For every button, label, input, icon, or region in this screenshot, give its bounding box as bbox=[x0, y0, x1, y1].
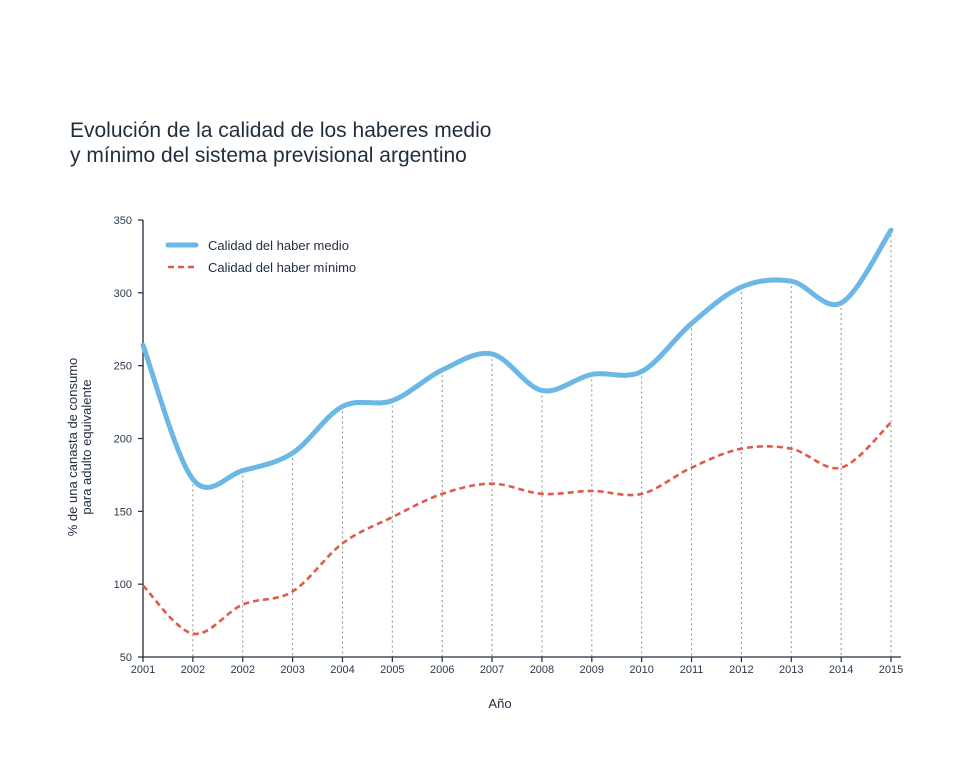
x-tick-label: 2003 bbox=[280, 664, 304, 676]
x-tick-label: 2002 bbox=[230, 664, 254, 676]
chart-title-line-1: Evolución de la calidad de los haberes m… bbox=[70, 119, 492, 142]
y-tick-label: 350 bbox=[114, 215, 132, 227]
chart-title-line-2: y mínimo del sistema previsional argenti… bbox=[70, 144, 467, 167]
series-line-haber-minimo bbox=[142, 421, 892, 636]
x-tick-label: 2002 bbox=[181, 664, 205, 676]
series-lines bbox=[140, 227, 894, 636]
x-tick-label: 2012 bbox=[729, 664, 753, 676]
axes: 50 100 150 200 250 300 350 2001 2002 2002 2003 2004… bbox=[114, 215, 904, 676]
y-axis-title-line-2: para adulto equivalente bbox=[79, 379, 94, 514]
y-axis-title: % de una canasta de consumo para adulto … bbox=[65, 358, 94, 537]
y-tick-label: 150 bbox=[114, 506, 132, 518]
x-tick-label: 2007 bbox=[480, 664, 504, 676]
legend-label: Calidad del haber mínimo bbox=[208, 260, 356, 275]
legend-label: Calidad del haber medio bbox=[208, 238, 349, 253]
x-tick-label: 2005 bbox=[380, 664, 404, 676]
x-tick-label: 2015 bbox=[879, 664, 903, 676]
chart-title: Evolución de la calidad de los haberes m… bbox=[70, 118, 491, 168]
x-tick-label: 2010 bbox=[629, 664, 653, 676]
y-tick-label: 200 bbox=[114, 434, 132, 446]
x-tick-label: 2006 bbox=[430, 664, 454, 676]
y-tick-label: 100 bbox=[114, 579, 132, 591]
y-tick-label: 300 bbox=[114, 288, 132, 300]
x-tick-label: 2001 bbox=[131, 664, 155, 676]
y-tick-label: 50 bbox=[120, 652, 132, 664]
x-tick-label: 2014 bbox=[829, 664, 853, 676]
legend: Calidad del haber medio Calidad del haber… bbox=[165, 238, 356, 275]
x-tick-label: 2009 bbox=[580, 664, 604, 676]
y-axis-title-line-1: % de una canasta de consumo bbox=[65, 358, 80, 537]
grid-lines bbox=[192, 230, 892, 657]
x-tick-label: 2011 bbox=[680, 664, 704, 676]
x-tick-label: 2013 bbox=[779, 664, 803, 676]
y-tick-label: 250 bbox=[114, 361, 132, 373]
x-axis-title: Año bbox=[488, 696, 511, 711]
series-line-haber-medio bbox=[140, 227, 894, 490]
x-tick-label: 2004 bbox=[330, 664, 354, 676]
x-tick-label: 2008 bbox=[530, 664, 554, 676]
